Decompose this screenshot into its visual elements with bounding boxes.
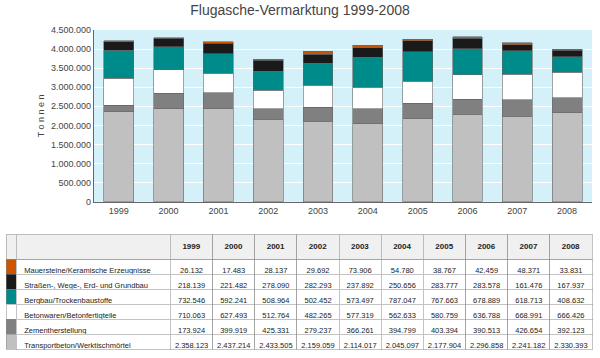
- svg-text:161.476: 161.476: [515, 281, 542, 290]
- svg-text:2.358.123: 2.358.123: [175, 341, 208, 350]
- svg-text:2004: 2004: [358, 206, 378, 216]
- svg-text:577.319: 577.319: [347, 311, 374, 320]
- svg-text:580.759: 580.759: [431, 311, 458, 320]
- svg-text:1999: 1999: [109, 206, 129, 216]
- svg-text:2.296.858: 2.296.858: [470, 341, 503, 350]
- svg-text:2.045.097: 2.045.097: [386, 341, 419, 350]
- svg-text:Transportbeton/Werktischmörtel: Transportbeton/Werktischmörtel: [24, 341, 131, 350]
- svg-text:618.713: 618.713: [515, 296, 542, 305]
- svg-text:666.426: 666.426: [557, 311, 584, 320]
- svg-text:Betonwaren/Betonfertigteile: Betonwaren/Betonfertigteile: [24, 311, 116, 320]
- svg-text:2.159.059: 2.159.059: [301, 341, 334, 350]
- svg-text:403.394: 403.394: [431, 326, 458, 335]
- svg-text:Flugasche-Vermarktung 1999-200: Flugasche-Vermarktung 1999-2008: [190, 2, 410, 18]
- svg-text:2.241.182: 2.241.182: [512, 341, 545, 350]
- svg-text:237.892: 237.892: [347, 281, 374, 290]
- svg-text:283.777: 283.777: [431, 281, 458, 290]
- svg-text:2002: 2002: [309, 242, 327, 251]
- svg-text:2007: 2007: [507, 206, 527, 216]
- svg-text:573.497: 573.497: [347, 296, 374, 305]
- svg-text:2.114.017: 2.114.017: [344, 341, 377, 350]
- svg-text:28.137: 28.137: [264, 266, 287, 275]
- svg-text:2.330.393: 2.330.393: [554, 341, 587, 350]
- svg-text:2005: 2005: [408, 206, 428, 216]
- svg-text:668.991: 668.991: [515, 311, 542, 320]
- svg-text:2001: 2001: [208, 206, 228, 216]
- svg-text:42.459: 42.459: [475, 266, 498, 275]
- svg-text:2.000.000: 2.000.000: [51, 121, 91, 131]
- svg-text:732.546: 732.546: [178, 296, 205, 305]
- svg-text:399.919: 399.919: [220, 326, 247, 335]
- svg-text:767.663: 767.663: [431, 296, 458, 305]
- svg-text:Straßen-, Wege-, Erd- und Grun: Straßen-, Wege-, Erd- und Grundbau: [24, 281, 148, 290]
- svg-text:Zementherstellung: Zementherstellung: [24, 326, 86, 335]
- svg-text:T o n n e n: T o n n e n: [36, 94, 46, 137]
- svg-text:279.237: 279.237: [304, 326, 331, 335]
- svg-text:4.500.000: 4.500.000: [51, 25, 91, 35]
- svg-text:278.090: 278.090: [262, 281, 289, 290]
- svg-text:218.139: 218.139: [178, 281, 205, 290]
- svg-text:17.483: 17.483: [222, 266, 245, 275]
- svg-text:4.000.000: 4.000.000: [51, 44, 91, 54]
- svg-text:2008: 2008: [562, 242, 580, 251]
- svg-text:1999: 1999: [182, 242, 200, 251]
- svg-text:Bergbau/Trockenbaustoffe: Bergbau/Trockenbaustoffe: [24, 296, 112, 305]
- svg-text:1.500.000: 1.500.000: [51, 140, 91, 150]
- svg-text:2006: 2006: [457, 206, 477, 216]
- svg-text:250.656: 250.656: [389, 281, 416, 290]
- svg-text:366.261: 366.261: [347, 326, 374, 335]
- svg-text:167.937: 167.937: [557, 281, 584, 290]
- svg-text:29.692: 29.692: [307, 266, 330, 275]
- svg-text:48.371: 48.371: [517, 266, 540, 275]
- svg-text:392.123: 392.123: [557, 326, 584, 335]
- svg-text:408.632: 408.632: [557, 296, 584, 305]
- svg-text:2008: 2008: [557, 206, 577, 216]
- svg-text:282.293: 282.293: [304, 281, 331, 290]
- svg-text:3.500.000: 3.500.000: [51, 63, 91, 73]
- svg-text:426.654: 426.654: [515, 326, 542, 335]
- svg-text:2.433.505: 2.433.505: [259, 341, 292, 350]
- svg-text:627.493: 627.493: [220, 311, 247, 320]
- svg-text:283.578: 283.578: [473, 281, 500, 290]
- svg-text:500.000: 500.000: [59, 178, 92, 188]
- svg-text:425.331: 425.331: [262, 326, 289, 335]
- svg-text:508.964: 508.964: [262, 296, 289, 305]
- svg-text:2.437.214: 2.437.214: [217, 341, 250, 350]
- svg-text:2.177.904: 2.177.904: [428, 341, 461, 350]
- svg-text:2003: 2003: [308, 206, 328, 216]
- svg-text:26.132: 26.132: [180, 266, 203, 275]
- svg-text:2000: 2000: [159, 206, 179, 216]
- svg-text:221.482: 221.482: [220, 281, 247, 290]
- svg-text:710.063: 710.063: [178, 311, 205, 320]
- svg-text:38.767: 38.767: [433, 266, 456, 275]
- svg-text:33.831: 33.831: [559, 266, 582, 275]
- svg-text:173.924: 173.924: [178, 326, 205, 335]
- svg-text:2006: 2006: [477, 242, 495, 251]
- svg-text:2007: 2007: [520, 242, 538, 251]
- svg-text:592.241: 592.241: [220, 296, 247, 305]
- svg-text:2001: 2001: [267, 242, 285, 251]
- svg-text:1.000.000: 1.000.000: [51, 159, 91, 169]
- svg-text:512.764: 512.764: [262, 311, 289, 320]
- svg-text:502.452: 502.452: [304, 296, 331, 305]
- svg-text:2000: 2000: [225, 242, 243, 251]
- svg-text:2002: 2002: [258, 206, 278, 216]
- svg-text:3.000.000: 3.000.000: [51, 82, 91, 92]
- svg-text:Mauersteine/Keramische Erzeugn: Mauersteine/Keramische Erzeugnisse: [24, 266, 150, 275]
- svg-text:0: 0: [86, 197, 91, 207]
- svg-text:390.513: 390.513: [473, 326, 500, 335]
- svg-text:482.265: 482.265: [304, 311, 331, 320]
- svg-text:678.889: 678.889: [473, 296, 500, 305]
- svg-text:562.633: 562.633: [389, 311, 416, 320]
- svg-text:73.906: 73.906: [349, 266, 372, 275]
- svg-text:2005: 2005: [435, 242, 453, 251]
- svg-text:636.788: 636.788: [473, 311, 500, 320]
- svg-text:2004: 2004: [393, 242, 411, 251]
- svg-text:54.780: 54.780: [391, 266, 414, 275]
- svg-text:394.799: 394.799: [389, 326, 416, 335]
- svg-text:2.500.000: 2.500.000: [51, 101, 91, 111]
- svg-text:2003: 2003: [351, 242, 369, 251]
- svg-text:787.047: 787.047: [389, 296, 416, 305]
